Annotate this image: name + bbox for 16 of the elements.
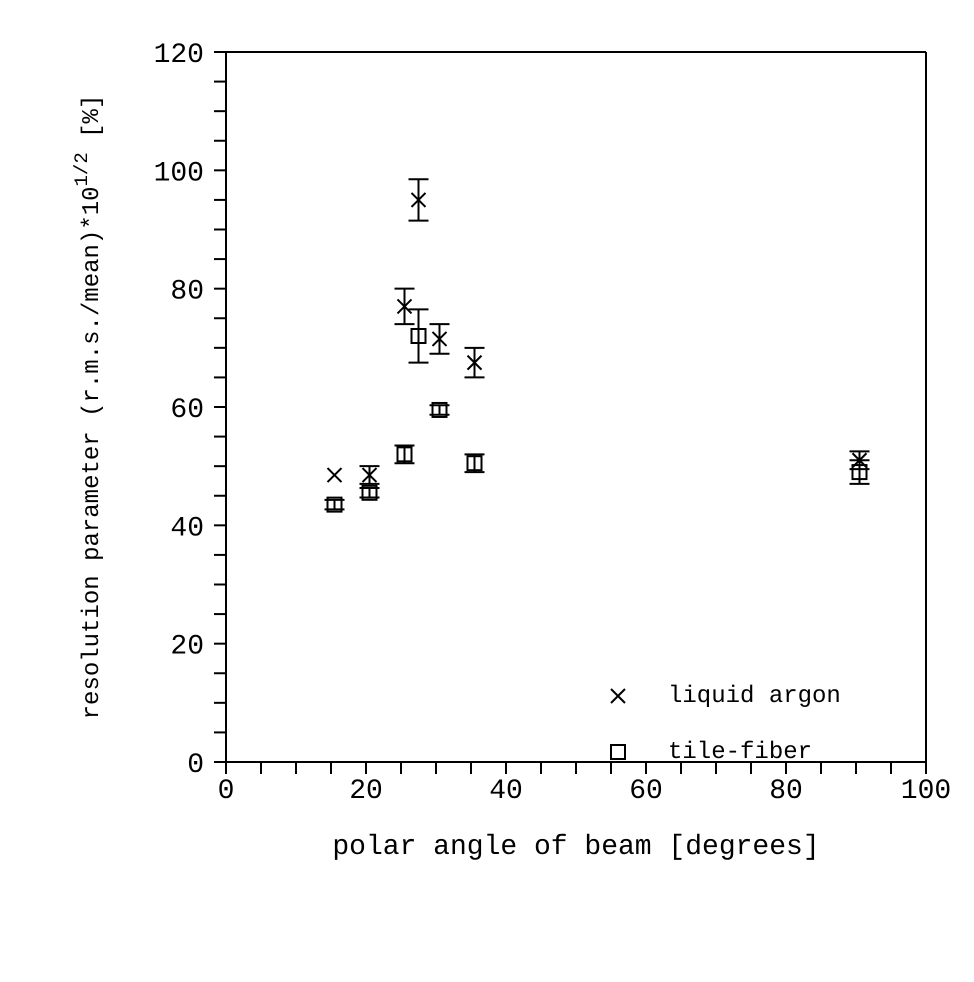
y-tick-label: 100 (154, 158, 204, 190)
x-tick-label: 40 (489, 776, 523, 807)
x-tick-label: 20 (349, 776, 383, 807)
y-tick-label: 60 (170, 395, 204, 426)
y-tick-label: 0 (187, 750, 204, 781)
x-axis-title: polar angle of beam [degrees] (332, 832, 820, 863)
y-tick-label: 40 (170, 513, 204, 544)
y-tick-label: 120 (154, 40, 204, 71)
x-tick-label: 0 (218, 776, 234, 807)
x-tick-label: 100 (900, 776, 952, 807)
legend-label: liquid argon (668, 682, 841, 710)
x-tick-label: 80 (769, 776, 803, 807)
y-tick-label: 80 (170, 276, 204, 308)
x-tick-label: 60 (629, 776, 663, 807)
legend-label: tile-fiber (668, 738, 812, 766)
y-tick-label: 20 (170, 632, 204, 663)
